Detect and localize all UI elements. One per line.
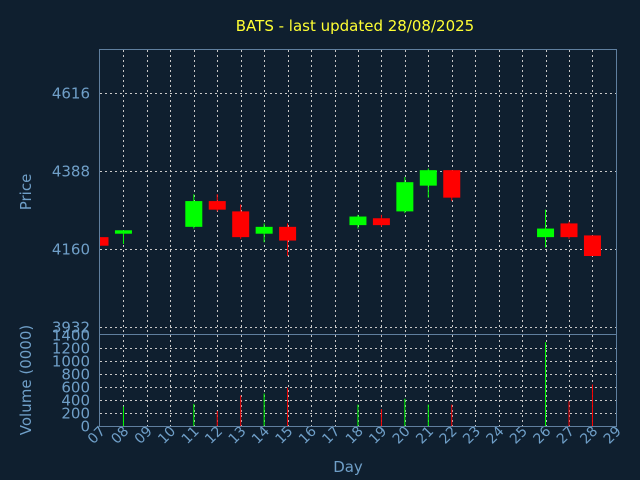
x-tick-label: 29 bbox=[601, 424, 625, 448]
volume-axis-label: Volume (0000) bbox=[17, 325, 35, 435]
x-tick-label: 18 bbox=[343, 424, 367, 448]
candle-body bbox=[208, 201, 226, 210]
volume-tick-label: 0 bbox=[80, 418, 90, 436]
chart-title: BATS - last updated 28/08/2025 bbox=[236, 17, 474, 35]
volume-tick-label: 200 bbox=[61, 405, 90, 423]
candle-body bbox=[443, 170, 461, 198]
candle-body bbox=[537, 228, 555, 238]
volume-panel-frame bbox=[99, 334, 617, 427]
x-tick-label: 21 bbox=[413, 424, 437, 448]
volume-tick-label: 1000 bbox=[52, 353, 90, 371]
candle-body bbox=[114, 230, 132, 234]
volume-tick-label: 400 bbox=[61, 392, 90, 410]
x-tick-label: 10 bbox=[155, 424, 179, 448]
x-tick-label: 19 bbox=[366, 424, 390, 448]
candle-body bbox=[419, 170, 437, 186]
price-grid bbox=[100, 50, 616, 335]
candle-body bbox=[185, 201, 203, 227]
candle-body bbox=[396, 182, 414, 212]
candle-body bbox=[372, 218, 390, 226]
x-tick-label: 23 bbox=[460, 424, 484, 448]
x-tick-label: 22 bbox=[437, 424, 461, 448]
x-tick-label: 20 bbox=[390, 424, 414, 448]
x-tick-label: 11 bbox=[179, 424, 203, 448]
x-tick-label: 08 bbox=[108, 424, 132, 448]
x-tick-label: 09 bbox=[132, 424, 156, 448]
candle-body bbox=[583, 235, 601, 257]
candle-body bbox=[255, 226, 273, 234]
x-tick-label: 14 bbox=[249, 423, 273, 447]
x-tick-label: 16 bbox=[296, 423, 320, 447]
price-tick-label: 3932 bbox=[52, 319, 90, 337]
volume-tick-label: 1200 bbox=[52, 340, 90, 358]
volume-tick-label: 600 bbox=[61, 379, 90, 397]
candles bbox=[99, 168, 601, 257]
candle-body bbox=[279, 226, 297, 241]
x-tick-label: 15 bbox=[273, 424, 297, 448]
x-tick-label: 24 bbox=[484, 423, 508, 447]
x-tick-label: 26 bbox=[530, 423, 554, 447]
candle-body bbox=[349, 216, 367, 226]
volume-bars bbox=[122, 342, 593, 426]
candle-body bbox=[100, 237, 109, 246]
x-tick-label: 28 bbox=[577, 424, 601, 448]
price-axis-label: Price bbox=[17, 174, 35, 211]
volume-tick-label: 800 bbox=[61, 366, 90, 384]
price-tick-label: 4160 bbox=[52, 241, 90, 259]
x-tick-label: 25 bbox=[507, 424, 531, 448]
volume-tick-label: 1400 bbox=[52, 327, 90, 345]
price-tick-label: 4616 bbox=[52, 85, 90, 103]
x-axis-label: Day bbox=[333, 458, 363, 476]
candle-body bbox=[560, 223, 578, 238]
price-tick-label: 4388 bbox=[52, 163, 90, 181]
x-tick-label: 17 bbox=[319, 424, 343, 448]
x-tick-label: 27 bbox=[554, 424, 578, 448]
price-tick-labels: 4616 4388 4160 3932 bbox=[52, 85, 90, 337]
x-tick-label: 12 bbox=[202, 424, 226, 448]
x-tick-labels: 07 08 09 10 11 12 13 14 15 16 17 18 19 20 21 22 23 24 25 26… bbox=[85, 423, 625, 447]
candle-body bbox=[232, 211, 250, 238]
x-tick-label: 13 bbox=[226, 424, 250, 448]
